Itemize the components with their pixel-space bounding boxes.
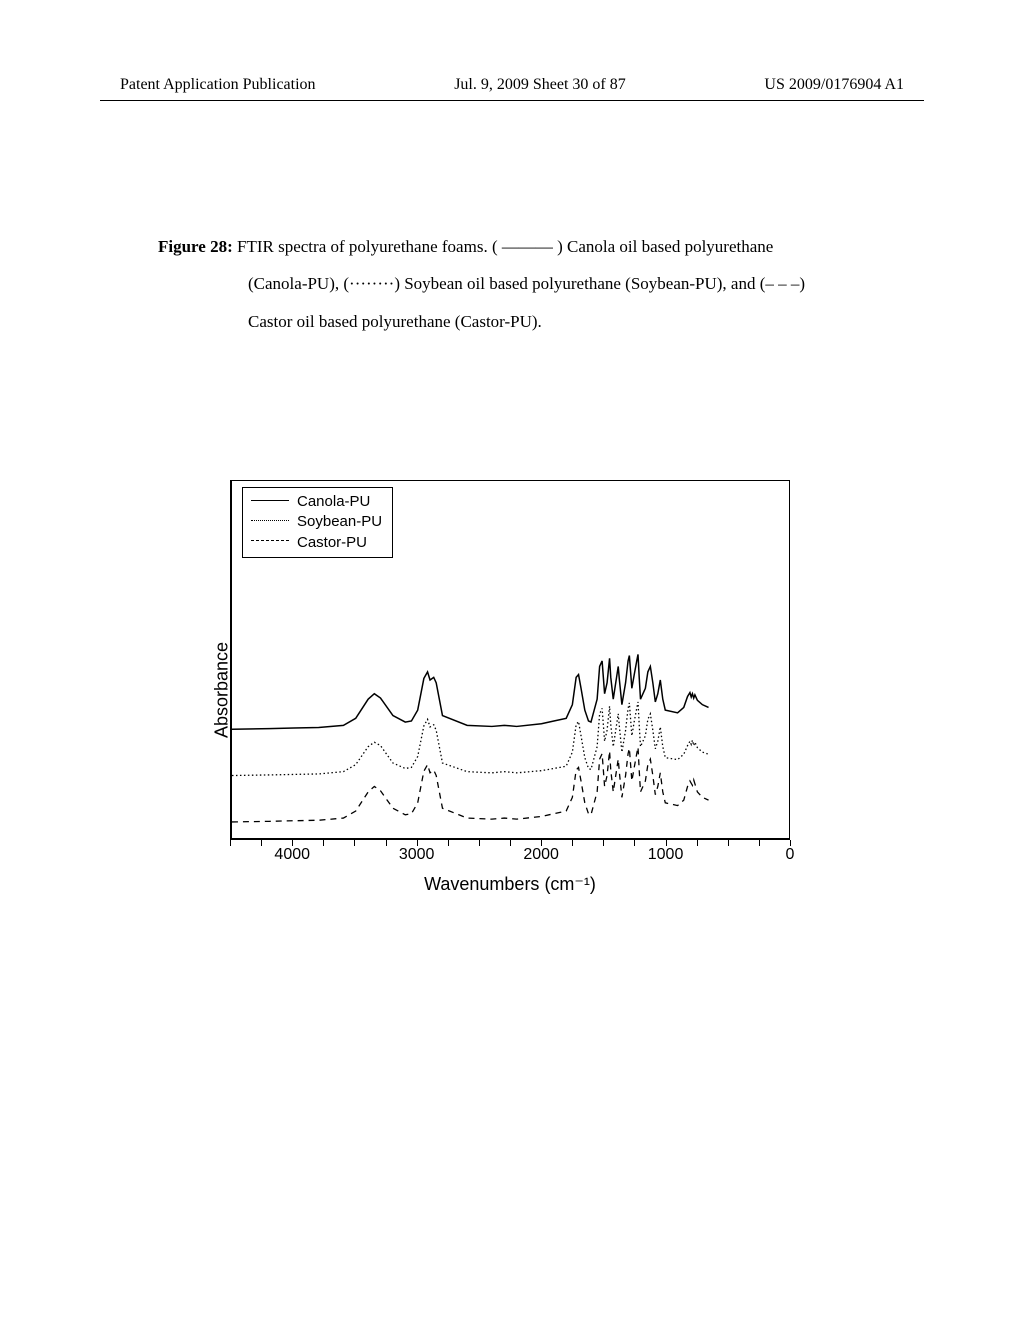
header-left: Patent Application Publication — [120, 76, 316, 94]
page-header: Patent Application Publication Jul. 9, 2… — [0, 76, 1024, 94]
legend-label: Castor-PU — [297, 533, 367, 553]
ftir-chart: Absorbance Canola-PU Soybean-PU Castor-P… — [210, 480, 810, 900]
x-tick-label: 4000 — [274, 846, 310, 864]
legend-line-dotted-icon — [251, 520, 289, 530]
caption-line-1: FTIR spectra of polyurethane foams. ( ——… — [233, 237, 774, 256]
x-tick-mark — [510, 840, 511, 846]
legend-label: Canola-PU — [297, 492, 370, 512]
x-tick-label: 0 — [786, 846, 795, 864]
x-tick-label: 3000 — [399, 846, 435, 864]
spectrum-castor_dashed — [232, 747, 709, 822]
x-tick-mark — [323, 840, 324, 846]
legend-label: Soybean-PU — [297, 512, 382, 532]
caption-line-2: (Canola-PU), (········) Soybean oil base… — [158, 265, 904, 302]
legend-item-canola: Canola-PU — [251, 492, 382, 512]
legend-line-dashed-icon — [251, 540, 289, 550]
x-tick-mark — [230, 840, 231, 846]
x-tick-mark — [759, 840, 760, 846]
x-tick-mark — [354, 840, 355, 846]
x-axis-ticks: 40003000200010000 — [230, 840, 790, 870]
x-tick-label: 2000 — [523, 846, 559, 864]
x-tick-mark — [261, 840, 262, 846]
x-tick-label: 1000 — [648, 846, 684, 864]
header-center: Jul. 9, 2009 Sheet 30 of 87 — [454, 76, 626, 94]
figure-caption: Figure 28: FTIR spectra of polyurethane … — [158, 228, 904, 340]
header-right: US 2009/0176904 A1 — [764, 76, 904, 94]
figure-label: Figure 28: — [158, 237, 233, 256]
x-tick-mark — [634, 840, 635, 846]
x-tick-mark — [386, 840, 387, 846]
header-rule — [100, 100, 924, 101]
x-tick-mark — [697, 840, 698, 846]
x-tick-mark — [572, 840, 573, 846]
x-tick-mark — [603, 840, 604, 846]
spectrum-canola_solid — [232, 654, 709, 729]
x-tick-mark — [448, 840, 449, 846]
legend-item-castor: Castor-PU — [251, 533, 382, 553]
legend-line-solid-icon — [251, 500, 289, 510]
legend-item-soybean: Soybean-PU — [251, 512, 382, 532]
spectrum-soybean_dotted — [232, 702, 709, 776]
x-tick-mark — [479, 840, 480, 846]
x-axis-label: Wavenumbers (cm⁻¹) — [210, 874, 810, 895]
x-tick-mark — [728, 840, 729, 846]
plot-area: Canola-PU Soybean-PU Castor-PU — [230, 480, 790, 840]
caption-line-3: Castor oil based polyurethane (Castor-PU… — [158, 303, 904, 340]
legend: Canola-PU Soybean-PU Castor-PU — [242, 487, 393, 558]
